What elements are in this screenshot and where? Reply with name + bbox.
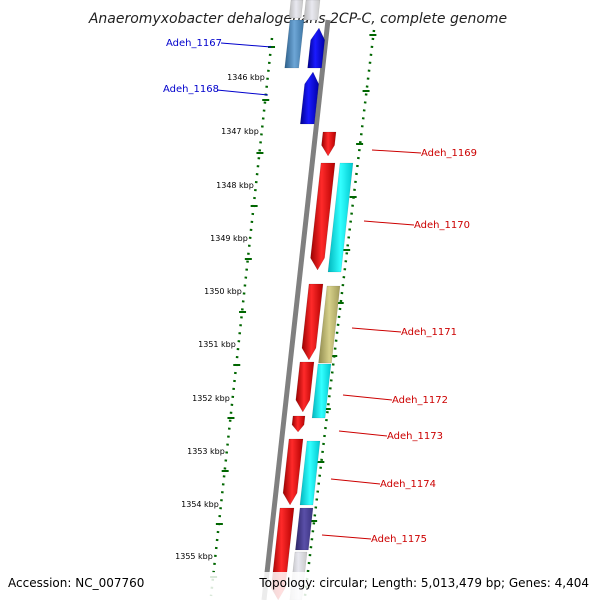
cog-box <box>284 19 305 69</box>
forward-gene-arrow <box>307 27 325 69</box>
cog-box <box>311 363 332 419</box>
scale-guides <box>209 29 376 597</box>
gene-leader-line <box>321 534 372 540</box>
cog-box <box>299 440 321 506</box>
scale-label: 1349 kbp <box>210 234 248 243</box>
gene-label-link[interactable]: Adeh_1168 <box>163 84 219 95</box>
cog-box <box>288 0 304 19</box>
scale-label: 1355 kbp <box>175 552 213 561</box>
reverse-gene-arrow <box>295 361 315 413</box>
scale-labels: 1346 kbp 1347 kbp 1348 kbp 1349 kbp 1350 kbp… <box>175 73 265 561</box>
gene-leader-line <box>338 430 388 437</box>
gene-label-link[interactable]: Adeh_1170 <box>414 220 470 231</box>
scale-label: 1346 kbp <box>227 73 265 82</box>
gene-label-leaders <box>216 42 422 540</box>
gene-label-link[interactable]: Adeh_1169 <box>421 148 477 159</box>
gene-features <box>270 0 354 601</box>
reverse-gene-arrow <box>321 131 337 157</box>
scale-label: 1347 kbp <box>221 127 259 136</box>
map-title: Anaeromyxobacter dehalogenans 2CP-C, com… <box>88 11 507 27</box>
reverse-gene-arrow <box>282 438 304 506</box>
cog-box <box>295 507 314 551</box>
left-scale-guide <box>209 37 274 597</box>
gene-leader-line <box>371 149 422 154</box>
reverse-gene-arrow <box>301 283 324 361</box>
gene-label-link[interactable]: Adeh_1173 <box>387 431 443 442</box>
scale-label: 1352 kbp <box>192 394 230 403</box>
scale-label: 1348 kbp <box>216 181 254 190</box>
gene-label-link[interactable]: Adeh_1171 <box>401 327 457 338</box>
reverse-gene-arrow <box>310 162 336 271</box>
scale-label: 1351 kbp <box>198 340 236 349</box>
gene-label-link[interactable]: Adeh_1174 <box>380 479 436 490</box>
gene-labels: Adeh_1167 Adeh_1168 Adeh_1169 Adeh_1170 Adeh… <box>163 38 477 545</box>
cog-box <box>303 0 321 21</box>
scale-label: 1353 kbp <box>187 447 225 456</box>
reverse-gene-arrow <box>291 415 306 433</box>
gene-leader-line <box>330 478 381 485</box>
genome-backbone <box>261 19 331 601</box>
accession-text: Accession: NC_007760 <box>8 576 144 590</box>
gene-label-link[interactable]: Adeh_1172 <box>392 395 448 406</box>
cog-box <box>318 285 341 364</box>
footer-background <box>0 572 600 600</box>
scale-label: 1354 kbp <box>181 500 219 509</box>
gene-leader-line <box>342 394 393 401</box>
gene-leader-line <box>363 220 415 226</box>
gene-leader-line <box>216 89 269 96</box>
gene-leader-line <box>220 42 272 48</box>
cog-box <box>327 162 354 273</box>
gene-label-link[interactable]: Adeh_1175 <box>371 534 427 545</box>
gene-leader-line <box>351 327 402 333</box>
forward-gene-arrow <box>300 71 319 125</box>
scale-label: 1350 kbp <box>204 287 242 296</box>
gene-label-link[interactable]: Adeh_1167 <box>166 38 222 49</box>
topology-text: Topology: circular; Length: 5,013,479 bp… <box>258 576 589 590</box>
